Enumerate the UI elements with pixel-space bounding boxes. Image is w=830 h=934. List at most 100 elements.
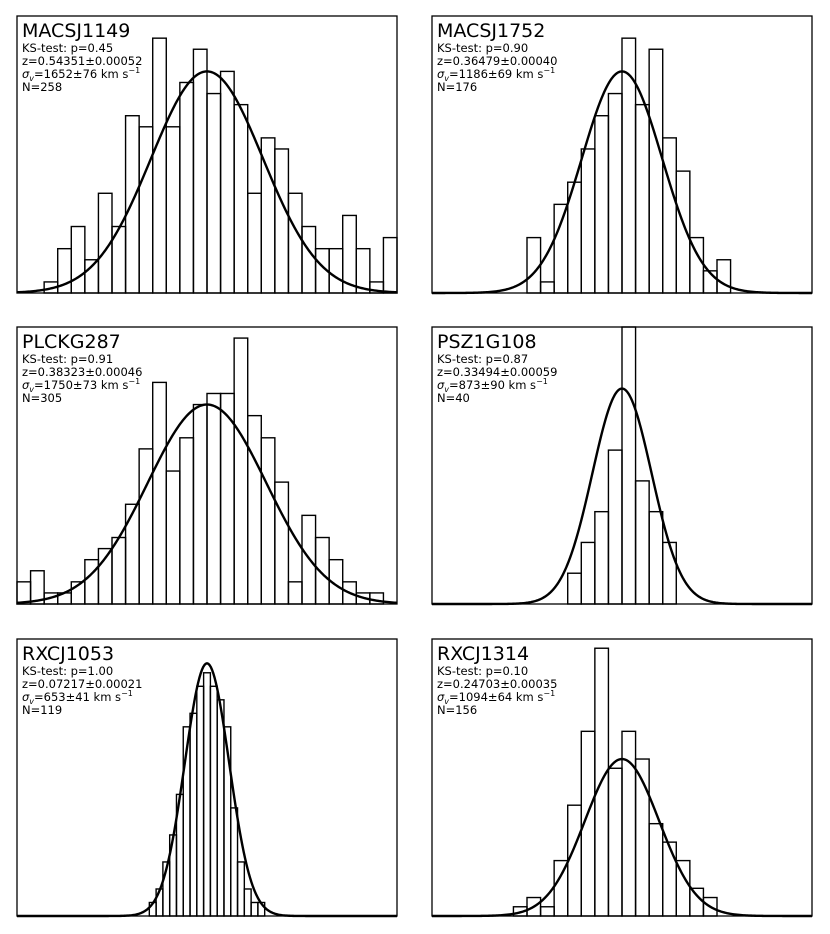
histogram-bin: [247, 414, 262, 605]
histogram-bin: [594, 115, 610, 294]
histogram-bin: [567, 572, 582, 605]
histogram-bin: [539, 281, 555, 294]
redshift-label: z=0.36479±0.00040: [437, 54, 557, 68]
histogram-bin: [206, 92, 222, 294]
gaussian-fit-curve: [432, 387, 812, 606]
histogram-bin: [84, 558, 100, 605]
cluster-name: RXCJ1314: [437, 643, 529, 665]
dispersion-label: σv=1094±64 km s−1: [437, 689, 555, 706]
histogram-bin: [192, 403, 208, 605]
dispersion-label: σv=1750±73 km s−1: [22, 377, 140, 394]
panel-rxcj1053: RXCJ1053 KS-test: p=1.00 z=0.07217±0.000…: [16, 638, 398, 918]
redshift-label: z=0.54351±0.00052: [22, 54, 142, 68]
panel-macsj1752: MACSJ1752 KS-test: p=0.90 z=0.36479±0.00…: [431, 15, 813, 295]
histogram-bin: [138, 126, 154, 294]
histogram-bin: [702, 896, 718, 917]
histogram-bin: [662, 841, 677, 917]
histogram-bin: [250, 901, 259, 917]
histogram-bin: [716, 259, 732, 294]
redshift-label: z=0.07217±0.00021: [22, 677, 142, 691]
dispersion-label: σv=1186±69 km s−1: [437, 66, 555, 83]
n-members-label: N=305: [22, 391, 62, 405]
histogram-bin: [607, 92, 623, 294]
cluster-name: PLCKG287: [22, 331, 121, 353]
ks-test-label: KS-test: p=0.91: [22, 352, 113, 366]
ks-test-label: KS-test: p=0.90: [437, 41, 528, 55]
histogram-bin: [648, 48, 664, 294]
histogram-bin: [689, 887, 705, 917]
histogram-bin: [648, 822, 664, 917]
redshift-label: z=0.38323±0.00046: [22, 365, 142, 379]
histogram-bin: [314, 536, 330, 605]
histogram-bin: [233, 337, 249, 605]
histogram-bin: [230, 807, 239, 917]
histogram-bin: [260, 437, 276, 605]
histogram-bin: [165, 470, 181, 605]
n-members-label: N=119: [22, 703, 62, 717]
histogram-bin: [287, 581, 303, 605]
panel-rxcj1314: RXCJ1314 KS-test: p=0.10 z=0.24703±0.000…: [431, 638, 813, 918]
ks-test-label: KS-test: p=1.00: [22, 664, 113, 678]
cluster-name: RXCJ1053: [22, 643, 114, 665]
histogram-bin: [634, 480, 650, 605]
redshift-label: z=0.24703±0.00035: [437, 677, 557, 691]
histogram-bin: [675, 170, 691, 294]
histogram-bin: [243, 888, 252, 917]
histogram-bin: [29, 570, 45, 605]
histogram-bin: [648, 510, 664, 605]
ks-test-label: KS-test: p=0.10: [437, 664, 528, 678]
histogram-bin: [236, 861, 246, 917]
histogram-bin: [165, 126, 181, 294]
histogram-bin: [274, 148, 290, 294]
histogram-bin: [189, 712, 198, 917]
dispersion-label: σv=873±90 km s−1: [437, 377, 548, 394]
histogram-bin: [607, 767, 623, 917]
histogram-bin: [328, 247, 344, 294]
histogram-bin: [553, 203, 569, 294]
histogram-bin: [206, 392, 222, 605]
panel-macsj1149: MACSJ1149 KS-test: p=0.45 z=0.54351±0.00…: [16, 15, 398, 294]
histogram-bin: [355, 247, 371, 294]
histogram-bin: [539, 906, 555, 917]
n-members-label: N=176: [437, 80, 477, 94]
histogram-bin: [287, 192, 303, 294]
histogram-bin: [219, 70, 235, 294]
n-members-label: N=40: [437, 391, 470, 405]
histogram-bin: [219, 392, 235, 605]
gaussian-fit-curve: [17, 662, 397, 918]
histogram-bin: [580, 541, 596, 605]
histogram-bin: [301, 225, 317, 294]
gaussian-fit-curve: [432, 757, 812, 918]
histogram-bin: [621, 326, 637, 605]
histogram-bin: [621, 37, 637, 294]
histogram-bin: [152, 381, 167, 605]
histogram-bin: [179, 81, 195, 294]
gaussian-fit-curve: [432, 70, 812, 295]
cluster-name: MACSJ1149: [22, 20, 130, 42]
cluster-name: MACSJ1752: [437, 20, 545, 42]
histogram-bin: [594, 510, 610, 605]
n-members-label: N=258: [22, 80, 62, 94]
histogram-bin: [152, 37, 167, 294]
histogram-bin: [580, 148, 596, 294]
panel-plckg287: PLCKG287 KS-test: p=0.91 z=0.38323±0.000…: [16, 326, 398, 605]
histogram-bin: [247, 192, 262, 294]
histogram-bin: [382, 236, 398, 294]
histogram-bin: [202, 672, 212, 917]
histogram-bin: [70, 225, 86, 294]
gaussian-fit-curve: [16, 70, 398, 294]
histogram-bin: [192, 48, 208, 294]
histogram-bin: [124, 503, 140, 605]
histogram-bin: [274, 481, 290, 605]
panel-psz1g108: PSZ1G108 KS-test: p=0.87 z=0.33494±0.000…: [431, 326, 813, 606]
dispersion-label: σv=653±41 km s−1: [22, 689, 133, 706]
histogram-bin: [662, 137, 677, 294]
histogram-bin: [607, 449, 623, 605]
histogram-bin: [662, 541, 677, 605]
histogram-bin: [233, 103, 249, 294]
ks-test-label: KS-test: p=0.45: [22, 41, 113, 55]
ks-test-label: KS-test: p=0.87: [437, 352, 528, 366]
n-members-label: N=156: [437, 703, 477, 717]
gaussian-fit-curve: [16, 403, 398, 605]
